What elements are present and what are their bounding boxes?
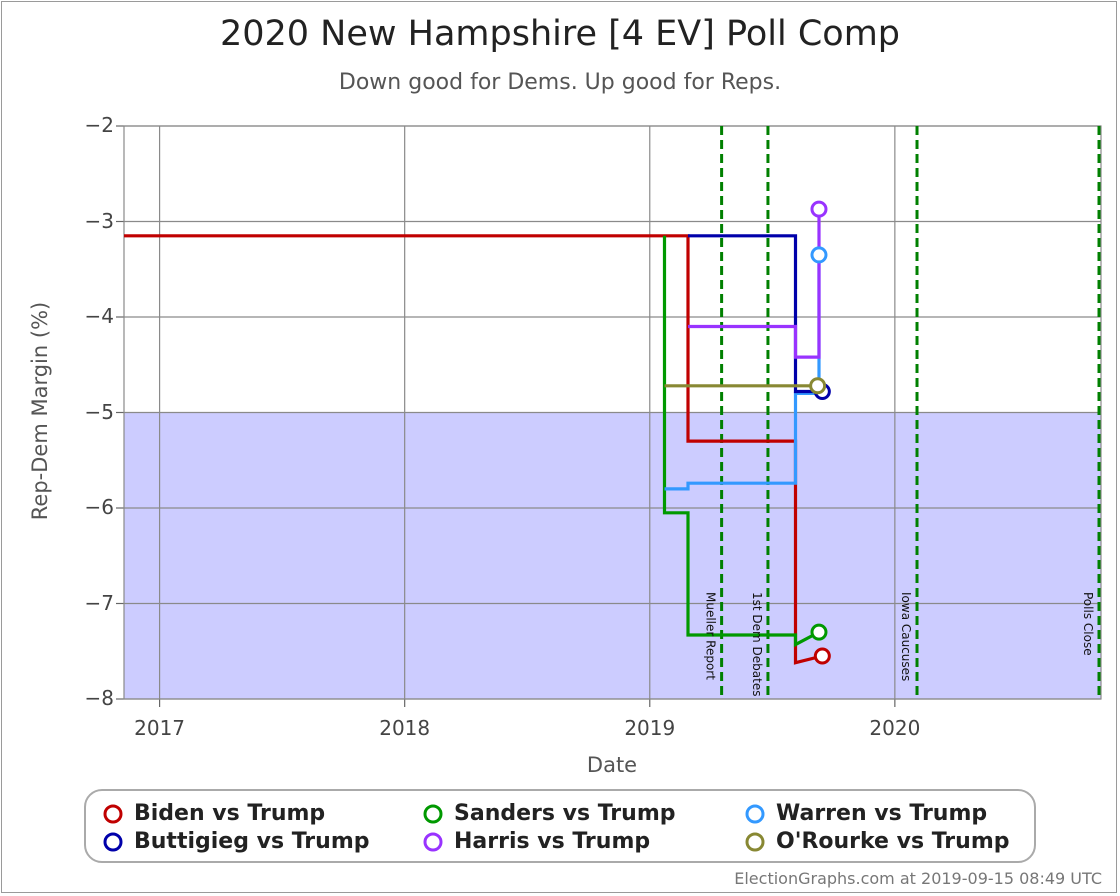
x-tick-label: 2017 — [134, 716, 186, 740]
harris-marker-icon — [423, 832, 443, 851]
legend-label-biden: Biden vs Trump — [134, 801, 326, 826]
legend-label-harris: Harris vs Trump — [454, 829, 651, 854]
biden-marker-icon — [103, 804, 123, 823]
buttigieg-marker-icon — [103, 832, 123, 851]
legend-item-harris[interactable]: Harris vs Trump — [420, 829, 650, 854]
orourke-marker-icon — [745, 832, 765, 851]
event-label: Polls Close — [1081, 592, 1095, 656]
legend-swatch-5 — [745, 832, 765, 851]
legend-swatch-1 — [423, 804, 443, 823]
event-label: 1st Dem Debates — [749, 592, 764, 697]
y-tick-label: −5 — [84, 399, 114, 424]
plot-area-border — [123, 125, 1102, 700]
y-tick-label: −7 — [84, 590, 114, 615]
series-line-3 — [688, 234, 823, 394]
x-tick-label: 2018 — [379, 716, 431, 740]
series-end-marker-5 — [809, 377, 827, 395]
legend: Biden vs Trump Sanders vs Trump Warren v… — [84, 789, 1036, 863]
legend-label-sanders: Sanders vs Trump — [454, 801, 676, 826]
sanders-marker-icon — [423, 804, 443, 823]
series-line-1 — [662, 235, 820, 648]
event-label: Iowa Caucuses — [899, 592, 913, 682]
legend-swatch-2 — [745, 804, 765, 823]
legend-label-buttigieg: Buttigieg vs Trump — [134, 829, 370, 854]
x-tick-label: 2020 — [869, 716, 921, 740]
series-line-0 — [124, 234, 823, 665]
chart-title: 2020 New Hampshire [4 EV] Poll Comp — [219, 14, 901, 54]
x-axis-title: Date — [586, 753, 638, 777]
legend-label-orourke: O'Rourke vs Trump — [776, 829, 1010, 854]
y-tick-label: −3 — [84, 208, 114, 233]
x-tick-label: 2019 — [624, 716, 676, 740]
y-tick-label: −6 — [84, 495, 114, 519]
chart-subtitle: Down good for Dems. Up good for Reps. — [338, 70, 782, 95]
y-tick-label: −4 — [84, 304, 114, 328]
series-end-marker-0 — [813, 647, 831, 665]
legend-swatch-3 — [103, 832, 123, 851]
legend-item-biden[interactable]: Biden vs Trump — [100, 801, 325, 826]
series-end-marker-4 — [810, 200, 828, 218]
dem-shaded-band — [124, 412, 1101, 699]
y-tick-label: −8 — [84, 686, 114, 710]
footer-credit: ElectionGraphs.com at 2019-09-15 08:49 U… — [734, 869, 1102, 888]
series-end-marker-1 — [810, 623, 828, 641]
y-tick-label: −2 — [84, 113, 114, 137]
legend-item-warren[interactable]: Warren vs Trump — [742, 801, 987, 826]
legend-item-orourke[interactable]: O'Rourke vs Trump — [742, 829, 1010, 854]
legend-label-warren: Warren vs Trump — [776, 801, 988, 826]
legend-swatch-0 — [103, 804, 123, 823]
legend-swatch-4 — [423, 832, 443, 851]
y-axis-title: Rep-Dem Margin (%) — [28, 301, 52, 521]
series-end-marker-2 — [810, 246, 828, 264]
legend-item-buttigieg[interactable]: Buttigieg vs Trump — [100, 829, 370, 854]
event-label: Mueller Report — [703, 592, 718, 680]
legend-item-sanders[interactable]: Sanders vs Trump — [420, 801, 676, 826]
series-line-4 — [688, 209, 821, 359]
warren-marker-icon — [745, 804, 765, 823]
